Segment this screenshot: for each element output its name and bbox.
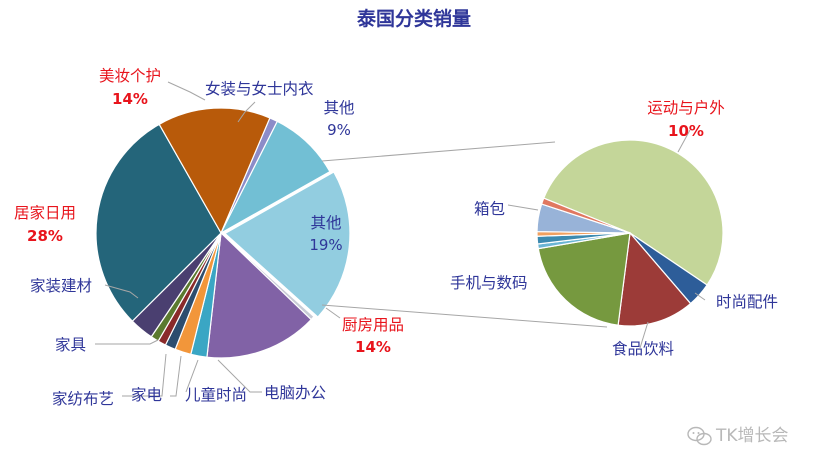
sub-pie-slice-3: [537, 232, 631, 326]
leader-line-accessories: [694, 292, 706, 301]
label-other-small: 其他: [323, 99, 354, 117]
main-pie-slice-11: [95, 123, 222, 322]
label-women-clothing: 女装与女士内衣: [205, 79, 314, 98]
leader-line-sports: [677, 129, 691, 153]
pct-other-small: 9%: [327, 121, 351, 139]
leader-lines: [95, 81, 706, 397]
watermark: TK增长会: [687, 426, 789, 446]
sub-pie: [536, 139, 724, 327]
label-beauty: 美妆个护: [99, 67, 161, 85]
main-pie-slice-12: [158, 107, 271, 235]
label-appliance: 家电: [131, 386, 162, 404]
label-household: 居家日用: [14, 204, 76, 222]
sub-pie-slice-8: [540, 197, 631, 234]
leader-line-kids: [185, 359, 199, 393]
leader-line-women: [237, 101, 256, 123]
main-pie: [95, 107, 351, 359]
label-kitchen: 厨房用品: [342, 316, 404, 334]
sub-pie-slice-2: [617, 231, 692, 327]
label-kids-fashion: 儿童时尚: [185, 385, 247, 404]
pct-sports: 10%: [668, 122, 704, 140]
label-computer: 电脑办公: [264, 384, 326, 402]
leader-line-textile: [122, 353, 167, 397]
leader-line-beauty: [167, 81, 206, 101]
leader-line-kitchen: [325, 307, 341, 319]
watermark-text: TK增长会: [715, 426, 789, 446]
sub-pie-slice-0: [542, 139, 724, 286]
main-pie-slice-1: [219, 120, 331, 235]
label-bags: 箱包: [474, 200, 505, 218]
label-phones: 手机与数码: [450, 274, 528, 292]
label-accessories: 时尚配件: [716, 293, 778, 311]
leader-line-furniture: [95, 339, 159, 345]
pct-household: 28%: [27, 227, 63, 245]
leader-line-computer: [217, 359, 262, 393]
label-building-materials: 家装建材: [30, 277, 92, 295]
chart-title: 泰国分类销量: [356, 7, 471, 30]
label-other-large: 其他: [310, 214, 341, 232]
label-food: 食品饮料: [612, 340, 674, 358]
wechat-icon: [687, 426, 712, 446]
label-furniture: 家具: [55, 336, 86, 354]
connector-line-bottom: [321, 304, 608, 328]
leader-line-appliance: [170, 355, 182, 397]
main-pie-slice-2: [223, 171, 351, 318]
main-pie-slice-4: [206, 231, 312, 359]
pct-kitchen: 14%: [355, 338, 391, 356]
leader-line-bags: [507, 204, 539, 211]
leader-line-building: [104, 284, 139, 299]
connector-line-top: [321, 141, 556, 162]
leader-line-food: [639, 321, 649, 349]
label-textile: 家纺布艺: [52, 390, 114, 408]
label-sports: 运动与户外: [647, 99, 725, 117]
pct-beauty: 14%: [112, 90, 148, 108]
pct-other-large: 19%: [309, 236, 342, 254]
